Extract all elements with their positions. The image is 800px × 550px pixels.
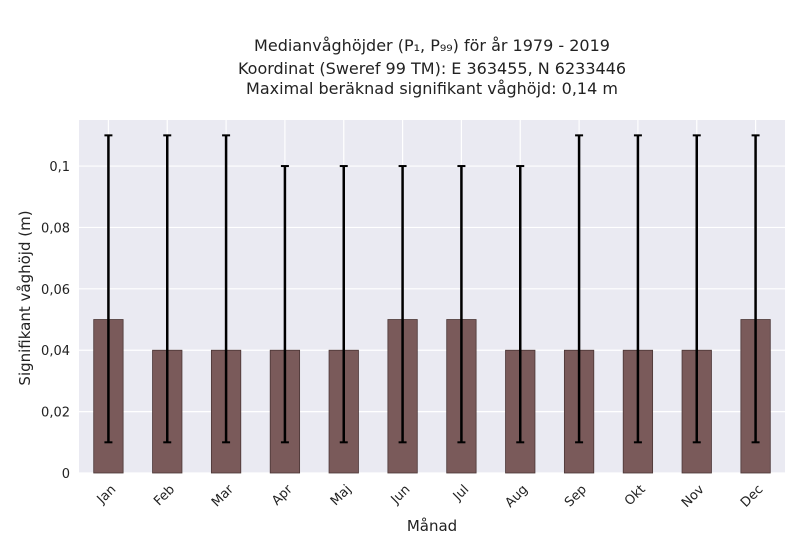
- x-axis-ticks: Jan Feb Mar Apr Maj Jun Jul Aug Sep Okt Nov Dec: [94, 482, 767, 511]
- y-tick-label-5: 0,1: [49, 160, 70, 175]
- error-bar-apr: [280, 165, 289, 444]
- x-tick-label-maj: Maj: [328, 482, 355, 509]
- chart-title: Medianvåghöjder (P₁, P₉₉) för år 1979 - …: [238, 36, 626, 98]
- y-axis-ticks: 0 0,02 0,04 0,06 0,08 0,1: [41, 160, 70, 482]
- y-tick-label-0: 0: [62, 467, 70, 482]
- y-axis-label: Signifikant våghöjd (m): [16, 210, 34, 385]
- title-line-1: Medianvåghöjder (P₁, P₉₉) för år 1979 - …: [254, 36, 610, 55]
- x-tick-label-jul: Jul: [450, 482, 472, 504]
- error-bar-okt: [633, 134, 642, 444]
- error-bar-nov: [692, 134, 701, 444]
- x-tick-label-nov: Nov: [679, 482, 708, 511]
- error-bar-jun: [398, 165, 407, 444]
- error-bar-feb: [163, 134, 172, 444]
- y-tick-label-3: 0,06: [41, 283, 70, 298]
- x-tick-label-jun: Jun: [388, 482, 414, 508]
- x-tick-label-okt: Okt: [622, 482, 649, 509]
- error-bar-dec: [751, 134, 760, 444]
- plot-area: [79, 120, 785, 473]
- x-tick-label-aug: Aug: [503, 482, 532, 511]
- title-line-2: Koordinat (Sweref 99 TM): E 363455, N 62…: [238, 59, 626, 78]
- x-tick-label-apr: Apr: [269, 482, 296, 509]
- error-bar-jan: [104, 134, 113, 444]
- y-tick-label-1: 0,02: [41, 406, 70, 421]
- error-bar-maj: [339, 165, 348, 444]
- y-tick-label-2: 0,04: [41, 344, 70, 359]
- x-tick-label-jan: Jan: [94, 482, 119, 507]
- error-bar-aug: [516, 165, 525, 444]
- x-tick-label-feb: Feb: [151, 482, 178, 509]
- y-tick-label-4: 0,08: [41, 221, 70, 236]
- x-axis-label: Månad: [407, 517, 457, 535]
- x-tick-label-sep: Sep: [562, 482, 590, 510]
- x-tick-label-mar: Mar: [209, 482, 237, 510]
- error-bars: [104, 134, 760, 444]
- error-bar-mar: [222, 134, 231, 444]
- x-tick-label-dec: Dec: [738, 482, 766, 510]
- error-bar-jul: [457, 165, 466, 444]
- error-bar-sep: [575, 134, 584, 444]
- title-line-3: Maximal beräknad signifikant våghöjd: 0,…: [246, 79, 618, 98]
